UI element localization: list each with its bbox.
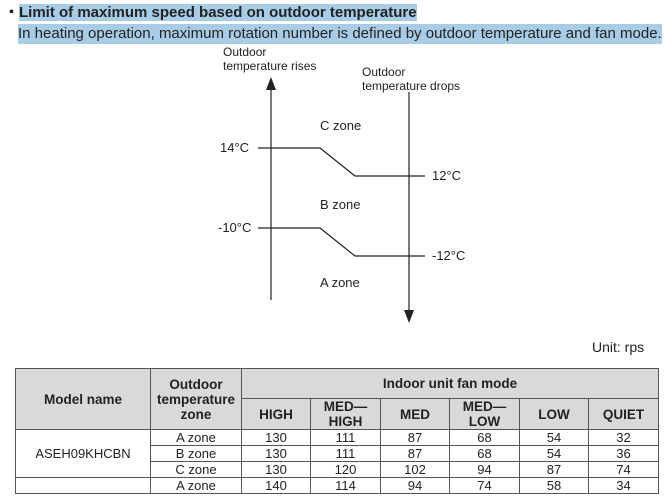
- header-cell: QUIET: [588, 398, 659, 430]
- zone-label: A zone: [320, 275, 360, 290]
- header-line: HIGH: [259, 406, 293, 422]
- value-cell: 140: [241, 477, 311, 494]
- value-cell: 130: [241, 445, 311, 462]
- value-cell: 87: [519, 461, 589, 478]
- header-line: MED: [400, 406, 430, 422]
- value-cell: 87: [380, 429, 450, 446]
- description: In heating operation, maximum rotation n…: [18, 24, 662, 44]
- value-cell: 54: [519, 429, 589, 446]
- value-cell: 120: [310, 461, 381, 478]
- header-line: zone: [180, 406, 212, 422]
- zone-cell: B zone: [150, 445, 242, 462]
- title: Limit of maximum speed based on outdoor …: [19, 4, 417, 21]
- zone-label: C zone: [320, 118, 361, 133]
- data-row: ASEH09KHCBN A zone 130 111 87 68 54 32: [15, 429, 659, 478]
- temp-label: -10°C: [218, 220, 251, 235]
- diagram: Outdoor temperature rises Outdoor temper…: [218, 45, 465, 323]
- value-cell: 94: [449, 461, 520, 478]
- value-cell: 36: [588, 445, 659, 462]
- header-line: MED—: [323, 399, 368, 414]
- value-cell: 102: [380, 461, 450, 478]
- header-cell: Model name: [15, 368, 151, 430]
- value-cell: 32: [588, 429, 659, 446]
- header-title-line: ・Limit of maximum speed based on outdoor…: [4, 4, 417, 22]
- header-cell: Indoor unit fan mode: [241, 368, 659, 399]
- header-line: HIGH: [328, 414, 363, 429]
- value-cell: 74: [449, 477, 520, 494]
- value-cell: 87: [380, 445, 450, 462]
- value-cell: 111: [310, 445, 381, 462]
- header-cell: MED— LOW: [449, 398, 520, 430]
- value-cell: 54: [519, 445, 589, 462]
- value-cell: 68: [449, 445, 520, 462]
- zone-cell: A zone: [150, 429, 242, 446]
- value-cell: 111: [310, 429, 381, 446]
- value-cell: 130: [241, 461, 311, 478]
- drops-label: temperature drops: [362, 79, 460, 93]
- header-line: LOW: [538, 406, 570, 422]
- header-cell: LOW: [519, 398, 589, 430]
- model-cell: [15, 477, 151, 494]
- zone-cell: C zone: [150, 461, 242, 478]
- temp-label: 14°C: [220, 140, 249, 155]
- data-row: A zone 140 114 94 74 58 34: [15, 477, 659, 494]
- drops-label: Outdoor: [362, 65, 405, 79]
- speed-table: Model name Outdoor temperature zone Indoor u…: [15, 368, 659, 494]
- model-cell: ASEH09KHCBN: [15, 429, 151, 478]
- header-line: MED—: [462, 399, 507, 414]
- unit: Unit: rps: [592, 339, 645, 355]
- header-line: temperature: [156, 391, 236, 407]
- value-cell: 58: [519, 477, 589, 494]
- temp-label: -12°C: [432, 248, 465, 263]
- header-cell: HIGH: [241, 398, 311, 430]
- header-cell: MED: [380, 398, 450, 430]
- header-line: LOW: [468, 414, 501, 429]
- data-row: B zone 130 111 87 68 54 36: [16, 445, 659, 462]
- bullet: ・: [4, 4, 20, 21]
- header-row: Model name Outdoor temperature zone Indoor u…: [15, 368, 659, 430]
- header-cell: MED— HIGH: [310, 398, 381, 430]
- value-cell: 68: [449, 429, 520, 446]
- rises-label: Outdoor: [223, 45, 266, 59]
- temp-label: 12°C: [432, 168, 461, 183]
- header-cell: Outdoor temperature zone: [150, 368, 242, 430]
- value-cell: 130: [241, 429, 311, 446]
- value-cell: 114: [310, 477, 381, 494]
- value-cell: 74: [588, 461, 659, 478]
- header-line: QUIET: [602, 406, 645, 422]
- zone-label: B zone: [320, 197, 360, 212]
- value-cell: 34: [588, 477, 659, 494]
- data-row: C zone 130 120 102 94 87 74: [16, 461, 659, 478]
- value-cell: 94: [380, 477, 450, 494]
- header-row: HIGH MED— HIGH MED MED— LOW LOW QUIET: [16, 398, 659, 430]
- rises-label: temperature rises: [223, 59, 316, 73]
- header-line: Outdoor: [169, 376, 223, 392]
- zone-cell: A zone: [150, 477, 242, 494]
